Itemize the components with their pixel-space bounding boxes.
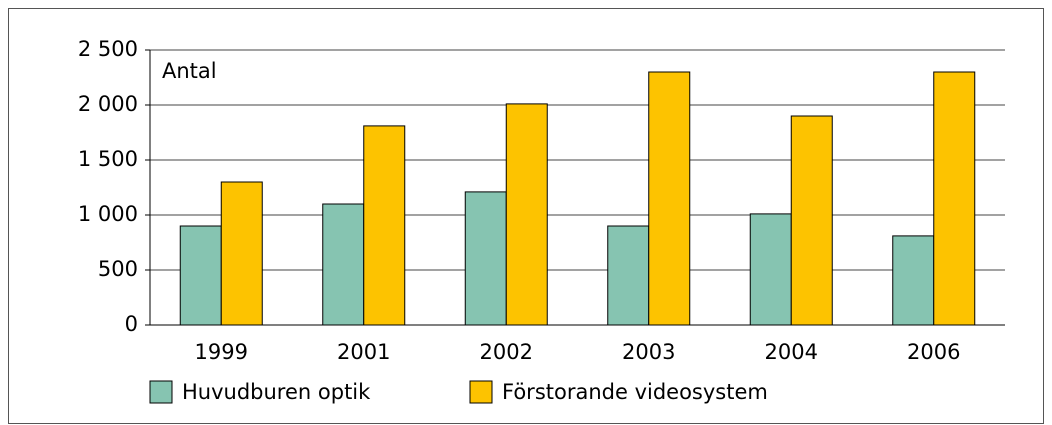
bar xyxy=(179,225,222,326)
legend-swatch xyxy=(469,380,493,404)
frame xyxy=(8,8,1044,424)
bar xyxy=(648,71,691,326)
legend-label: Förstorande videosystem xyxy=(502,380,768,404)
legend-swatch xyxy=(149,380,173,404)
y-tick-label: 2 000 xyxy=(78,92,138,116)
legend-label: Huvudburen optik xyxy=(182,380,371,404)
y-axis-label: Antal xyxy=(162,59,217,83)
y-tick-label: 1 000 xyxy=(78,202,138,226)
bar xyxy=(464,191,507,326)
bar xyxy=(749,213,792,326)
x-tick-label: 2006 xyxy=(907,340,960,364)
x-tick-label: 2003 xyxy=(622,340,675,364)
x-tick-label: 2002 xyxy=(480,340,533,364)
y-tick-label: 1 500 xyxy=(78,147,138,171)
y-tick-label: 2 500 xyxy=(78,37,138,61)
bar xyxy=(892,235,935,326)
x-tick-label: 1999 xyxy=(195,340,248,364)
x-tick-label: 2001 xyxy=(337,340,390,364)
bar xyxy=(322,203,365,326)
bar xyxy=(790,115,833,326)
bar xyxy=(933,71,976,326)
y-tick-label: 500 xyxy=(98,257,138,281)
x-tick-label: 2004 xyxy=(765,340,818,364)
y-tick-label: 0 xyxy=(125,312,138,336)
bar xyxy=(607,225,650,326)
bar xyxy=(505,103,548,326)
bar xyxy=(363,125,406,326)
bar xyxy=(220,181,263,326)
